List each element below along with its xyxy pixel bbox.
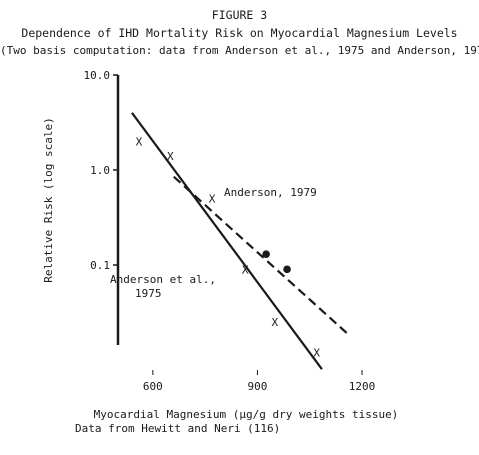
data-point-x-marker: X xyxy=(136,135,143,148)
data-point-dot xyxy=(262,250,270,258)
x-axis-source-note: Data from Hewitt and Neri (116) xyxy=(75,422,280,435)
data-point-x-marker: X xyxy=(209,193,216,206)
y-axis-label: Relative Risk (log scale) xyxy=(42,117,55,283)
series-layer: X X X X X X xyxy=(131,112,351,370)
series-line-anderson-1979 xyxy=(173,175,351,337)
data-point-x-marker: X xyxy=(167,150,174,163)
x-tick-label: 600 xyxy=(143,380,163,393)
x-axis-label: Myocardial Magnesium (µg/g dry weights t… xyxy=(94,408,399,421)
series-label-anderson-1975: Anderson et al., xyxy=(110,273,216,286)
series-line-anderson-1975 xyxy=(131,112,323,370)
figure-label: FIGURE 3 xyxy=(211,8,268,22)
data-point-x-marker: X xyxy=(242,263,249,276)
data-point-x-marker: X xyxy=(272,316,279,329)
figure-title: Dependence of IHD Mortality Risk on Myoc… xyxy=(21,26,458,40)
data-point-dot xyxy=(283,265,291,274)
x-tick-label: 1200 xyxy=(349,380,376,393)
series-label-anderson-1979: Anderson, 1979 xyxy=(224,186,317,199)
y-axis-ticks: 10.0 1.0 0.1 xyxy=(84,69,118,272)
series-labels: Anderson et al.,1975 Anderson, 1979 xyxy=(110,186,317,300)
y-tick-label: 0.1 xyxy=(90,259,110,272)
data-point-x-marker: X xyxy=(313,346,320,359)
figure-subtitle: (Two basis computation: data from Anders… xyxy=(0,44,479,57)
x-axis-ticks: 600 900 1200 xyxy=(143,370,375,393)
y-tick-label: 1.0 xyxy=(90,164,110,177)
y-tick-label: 10.0 xyxy=(84,69,111,82)
series-label-anderson-1975-year: 1975 xyxy=(135,287,162,300)
x-tick-label: 900 xyxy=(247,380,267,393)
